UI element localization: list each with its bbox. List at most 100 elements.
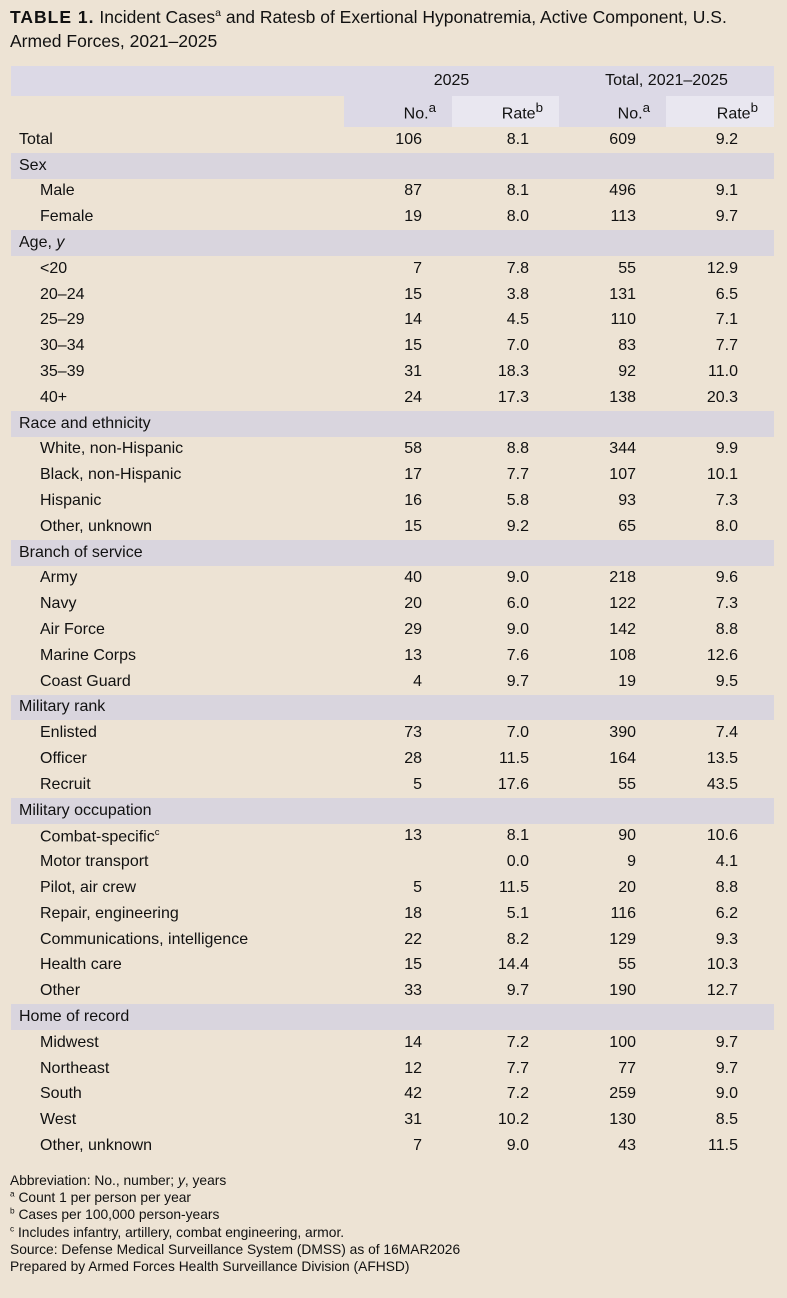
cell-rate-2025	[452, 797, 559, 824]
cell-no-2025: 14	[404, 311, 422, 329]
cell-rate-total: 7.7	[715, 337, 738, 355]
cell-no-total	[559, 694, 666, 721]
cell-no-total: 259	[609, 1085, 636, 1103]
table-row: 25–29 14 4.5 110 7.1	[11, 308, 774, 334]
cell-rate-2025: 5.8	[506, 492, 529, 510]
table-row: Combat-specificc 13 8.1 90 10.6	[11, 824, 774, 850]
table-row: Other 33 9.7 190 12.7	[11, 978, 774, 1004]
cell-rate-total: 11.0	[708, 363, 738, 381]
row-label: Marine Corps	[40, 646, 137, 664]
row-label: Navy	[40, 595, 77, 613]
table-number: TABLE 1.	[10, 7, 95, 27]
cell-rate-total: 12.6	[706, 646, 738, 664]
table-row: Male 87 8.1 496 9.1	[11, 179, 774, 205]
header-blank	[11, 96, 344, 127]
cell-rate-2025: 7.0	[506, 337, 529, 355]
cell-rate-2025: 9.0	[506, 621, 529, 639]
cell-no-2025: 15	[404, 337, 422, 355]
cell-no-total: 100	[609, 1033, 636, 1051]
cell-no-total: 55	[618, 259, 636, 277]
table-row: <20 7 7.8 55 12.9	[11, 256, 774, 282]
table-row: Repair, engineering 18 5.1 116 6.2	[11, 901, 774, 927]
cell-no-2025: 4	[413, 672, 422, 690]
cell-rate-2025: 8.2	[506, 930, 529, 948]
cell-rate-total: 43.5	[706, 775, 738, 793]
header-row-columns: No.a Rateb No.a Rateb	[11, 96, 774, 127]
row-label: Black, non-Hispanic	[40, 466, 182, 484]
cell-no-2025	[344, 410, 452, 437]
cell-rate-total: 9.3	[715, 930, 738, 948]
cell-no-2025: 5	[413, 879, 422, 896]
cell-no-2025: 15	[404, 956, 422, 974]
cell-rate-2025: 9.7	[506, 982, 529, 1000]
table-row: 40+ 24 17.3 138 20.3	[11, 385, 774, 411]
section-label: Sex	[11, 152, 344, 179]
cell-rate-total: 9.7	[715, 1059, 738, 1077]
row-label: White, non-Hispanic	[40, 440, 184, 458]
cell-no-2025: 28	[404, 750, 422, 768]
cell-no-total: 390	[609, 724, 636, 742]
cell-rate-total: 8.0	[715, 517, 738, 535]
table-row: Midwest 14 7.2 100 9.7	[11, 1030, 774, 1056]
cell-rate-2025: 8.8	[506, 440, 529, 458]
cell-no-2025: 18	[404, 904, 422, 922]
table-row: Hispanic 16 5.8 93 7.3	[11, 488, 774, 514]
section-row: Race and ethnicity	[11, 410, 774, 437]
table-row: Army 40 9.0 218 9.6	[11, 566, 774, 592]
title-text-rest: and Ratesb of Exertional Hyponatremia, A…	[10, 7, 727, 51]
section-row: Branch of service	[11, 539, 774, 566]
header-group-total: Total, 2021–2025	[559, 66, 774, 96]
cell-rate-total: 12.7	[706, 982, 738, 1000]
cell-rate-2025: 9.2	[506, 517, 529, 535]
cell-rate-total: 12.9	[706, 259, 738, 277]
cell-no-total: 113	[610, 208, 636, 226]
cell-rate-2025: 17.6	[497, 775, 529, 793]
cell-no-2025: 13	[404, 646, 422, 664]
cell-no-total: 93	[618, 492, 636, 510]
section-row: Military rank	[11, 694, 774, 721]
cell-no-2025: 31	[404, 1111, 422, 1129]
cell-no-total: 65	[618, 517, 636, 535]
cell-no-2025: 29	[404, 621, 422, 639]
section-label: Military rank	[11, 694, 344, 721]
cell-no-total: 122	[609, 595, 636, 613]
table-row: West 31 10.2 130 8.5	[11, 1107, 774, 1133]
row-label: 35–39	[40, 363, 85, 381]
cell-no-2025: 14	[404, 1033, 422, 1051]
table-row: Other, unknown 15 9.2 65 8.0	[11, 514, 774, 540]
header-no-2025: No.a	[344, 96, 452, 127]
cell-rate-total: 9.1	[715, 182, 738, 200]
cell-no-total: 55	[618, 775, 636, 793]
cell-rate-total: 9.7	[715, 208, 738, 226]
cell-rate-total: 7.4	[715, 724, 738, 742]
cell-rate-total	[666, 152, 774, 179]
cell-rate-2025: 7.8	[506, 259, 529, 277]
cell-no-total: 129	[609, 930, 636, 948]
cell-rate-total: 9.2	[715, 130, 738, 148]
cell-no-2025: 87	[404, 182, 422, 200]
cell-no-2025: 15	[404, 517, 422, 535]
cell-rate-total: 8.8	[715, 879, 738, 896]
row-label: Health care	[40, 956, 122, 974]
cell-rate-2025: 7.2	[506, 1085, 529, 1103]
section-row: Home of record	[11, 1004, 774, 1030]
cell-rate-total	[666, 1004, 774, 1030]
cell-no-total	[559, 230, 666, 256]
cell-rate-2025: 11.5	[499, 750, 529, 768]
row-label: Officer	[40, 750, 87, 768]
table-row: 35–39 31 18.3 92 11.0	[11, 359, 774, 385]
cell-no-2025: 58	[404, 440, 422, 458]
table-body: Total 106 8.1 609 9.2 Sex Male 87 8.1 496 9.1 Femal…	[11, 127, 774, 1159]
row-label: 20–24	[40, 285, 85, 303]
cell-rate-2025: 14.4	[497, 956, 529, 974]
section-row: Sex	[11, 152, 774, 179]
cell-rate-total	[666, 539, 774, 566]
row-label: Enlisted	[40, 724, 97, 742]
cell-no-2025	[344, 849, 452, 875]
footnote-a: a Count 1 per person per year	[10, 1189, 192, 1206]
cell-no-total	[559, 410, 666, 437]
cell-rate-2025	[452, 1004, 559, 1030]
cell-no-total: 130	[609, 1111, 636, 1129]
cell-rate-2025: 7.0	[506, 724, 529, 742]
cell-no-total: 77	[618, 1059, 636, 1077]
